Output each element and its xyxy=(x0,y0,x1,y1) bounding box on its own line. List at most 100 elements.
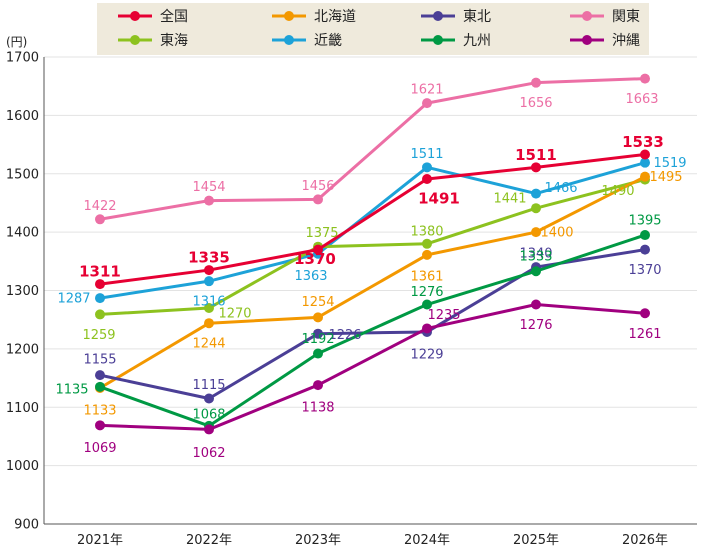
data-label: 1454 xyxy=(192,180,225,195)
data-label: 1441 xyxy=(493,192,526,207)
x-tick-label: 2024年 xyxy=(404,533,450,548)
data-label: 1511 xyxy=(515,146,557,164)
data-point xyxy=(204,303,214,314)
data-point xyxy=(422,323,432,334)
legend-item: 東北 xyxy=(421,9,491,25)
y-tick-label: 1000 xyxy=(6,459,39,474)
legend-swatch-marker xyxy=(433,11,443,21)
data-label: 1656 xyxy=(519,96,552,111)
data-point xyxy=(95,370,105,381)
data-point xyxy=(313,244,323,255)
data-point xyxy=(640,244,650,255)
y-tick-label: 1100 xyxy=(6,401,39,416)
legend-swatch-marker xyxy=(582,35,592,45)
data-label: 1069 xyxy=(83,441,116,456)
data-label: 1287 xyxy=(57,292,90,307)
data-point xyxy=(204,276,214,287)
data-point xyxy=(95,309,105,320)
data-point xyxy=(422,238,432,249)
legend-item: 九州 xyxy=(421,33,491,49)
legend-swatch-marker xyxy=(130,11,140,21)
series-line xyxy=(99,303,646,431)
data-label: 1495 xyxy=(649,170,682,185)
data-point xyxy=(204,393,214,404)
series-2 xyxy=(95,244,650,404)
series-6 xyxy=(95,230,650,431)
data-point xyxy=(640,171,650,182)
data-point xyxy=(313,328,323,339)
data-label: 1380 xyxy=(410,224,443,239)
data-label: 1363 xyxy=(294,269,327,284)
data-point xyxy=(422,249,432,260)
legend-item: 全国 xyxy=(118,8,188,25)
data-point xyxy=(640,308,650,319)
data-label: 1400 xyxy=(540,226,573,241)
data-point xyxy=(313,194,323,205)
legend-swatch-marker xyxy=(582,11,592,21)
y-axis: (円) 900 1000 1100 1200 1300 1400 1500 1600 1700 xyxy=(6,35,45,533)
data-label: 1533 xyxy=(622,133,664,151)
y-tick-label: 1600 xyxy=(6,109,39,124)
y-tick-label: 900 xyxy=(14,518,39,533)
series-0 xyxy=(95,149,650,290)
data-label: 1226 xyxy=(328,328,361,343)
legend-label: 東北 xyxy=(463,9,491,25)
data-label: 1259 xyxy=(82,328,115,343)
legend-item: 北海道 xyxy=(272,9,356,25)
data-point xyxy=(531,299,541,310)
data-label: 1333 xyxy=(519,250,552,265)
legend-label: 関東 xyxy=(612,9,640,25)
y-tick-label: 1200 xyxy=(6,342,39,357)
legend-label: 全国 xyxy=(160,8,188,25)
series-line xyxy=(99,161,646,300)
legend-swatch-marker xyxy=(130,35,140,45)
data-label: 1235 xyxy=(427,308,460,323)
data-label: 1519 xyxy=(653,156,686,171)
series-line xyxy=(99,233,646,428)
data-point xyxy=(95,293,105,304)
data-label: 1422 xyxy=(83,199,116,214)
data-point xyxy=(95,214,105,225)
series-3 xyxy=(95,73,650,225)
data-label: 1395 xyxy=(628,214,661,229)
data-label: 1244 xyxy=(192,337,225,352)
data-label: 1261 xyxy=(628,327,661,342)
data-label: 1340 xyxy=(519,247,552,262)
legend-background xyxy=(97,3,649,55)
legend-label: 近畿 xyxy=(314,33,342,49)
data-point xyxy=(95,420,105,431)
y-tick-label: 1400 xyxy=(6,226,39,241)
x-tick-label: 2026年 xyxy=(622,533,668,548)
data-label: 1370 xyxy=(294,250,336,268)
data-label: 1229 xyxy=(410,347,443,362)
legend-label: 北海道 xyxy=(314,9,356,25)
data-point xyxy=(531,188,541,199)
series-line xyxy=(99,248,646,400)
series-line xyxy=(99,152,646,286)
data-label: 1276 xyxy=(519,318,552,333)
data-point xyxy=(313,348,323,359)
series-line xyxy=(99,178,646,316)
data-point xyxy=(531,162,541,173)
legend-item: 近畿 xyxy=(272,33,342,49)
x-tick-label: 2023年 xyxy=(295,533,341,548)
data-point xyxy=(204,424,214,435)
data-label: 1491 xyxy=(418,190,460,208)
data-label: 1254 xyxy=(301,295,334,310)
legend-swatch-marker xyxy=(284,35,294,45)
legend-item: 東海 xyxy=(118,33,188,49)
legend-label: 東海 xyxy=(160,33,188,49)
data-point xyxy=(204,265,214,276)
data-label: 1663 xyxy=(625,92,658,107)
data-point xyxy=(95,381,105,392)
y-tick-label: 1700 xyxy=(6,51,39,66)
data-label: 1370 xyxy=(628,263,661,278)
legend-label: 九州 xyxy=(463,33,491,49)
data-point xyxy=(640,157,650,168)
data-label: 1192 xyxy=(301,332,334,347)
data-point xyxy=(531,227,541,238)
x-tick-label: 2022年 xyxy=(186,533,232,548)
data-label: 1068 xyxy=(192,407,225,422)
data-label: 1135 xyxy=(55,382,88,397)
